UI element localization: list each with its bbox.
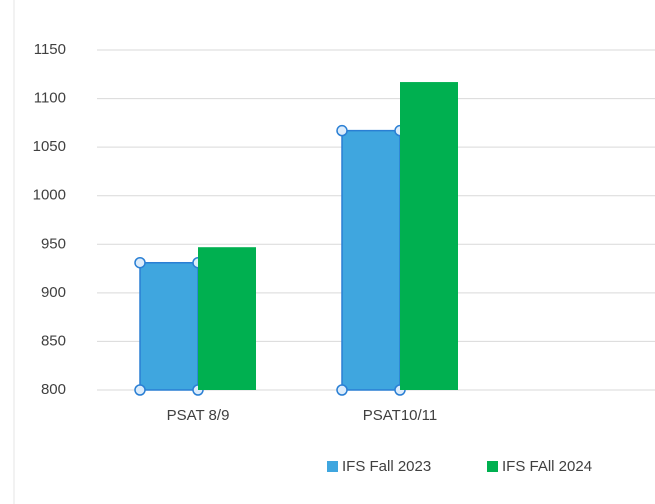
legend-label: IFS FAll 2024 bbox=[502, 458, 592, 475]
y-tick-label: 1100 bbox=[34, 90, 66, 107]
y-tick-label: 950 bbox=[41, 235, 66, 252]
x-tick-label: PSAT 8/9 bbox=[167, 407, 230, 424]
legend-swatch bbox=[327, 461, 338, 472]
selection-handle bbox=[336, 124, 348, 137]
y-tick-label: 1050 bbox=[33, 138, 66, 155]
bar bbox=[341, 129, 401, 391]
bar bbox=[400, 82, 458, 391]
legend-swatch bbox=[487, 461, 498, 472]
y-tick-label: 900 bbox=[41, 284, 66, 301]
y-tick-label: 850 bbox=[41, 332, 66, 349]
legend-label: IFS Fall 2023 bbox=[342, 458, 431, 475]
selection-handle bbox=[336, 384, 348, 396]
bar bbox=[139, 261, 199, 391]
y-tick-label: 800 bbox=[41, 381, 66, 398]
x-tick-label: PSAT10/11 bbox=[363, 407, 438, 424]
y-tick-label: 1000 bbox=[33, 187, 66, 204]
selection-handle bbox=[134, 256, 146, 269]
y-tick-label: 1150 bbox=[34, 41, 66, 58]
selection-handle bbox=[134, 384, 146, 396]
bar bbox=[198, 247, 256, 390]
